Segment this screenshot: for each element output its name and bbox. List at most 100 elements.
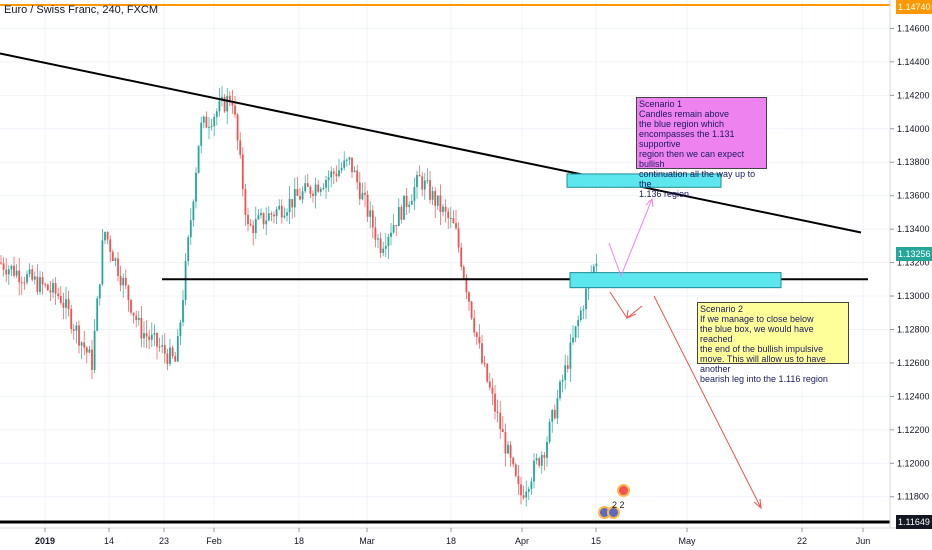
candle [559, 379, 561, 401]
candle [507, 441, 509, 455]
candle [41, 271, 44, 295]
candle [423, 172, 426, 200]
resistance-trendline[interactable] [0, 52, 862, 234]
candle [15, 264, 18, 279]
candle [205, 111, 208, 129]
candle [434, 186, 437, 219]
candle [244, 183, 247, 226]
candle [210, 118, 213, 131]
candle [317, 179, 320, 193]
candle [486, 362, 489, 384]
candle [208, 117, 210, 140]
candle [75, 321, 78, 344]
candle [353, 166, 356, 173]
pink-arrowhead-icon [645, 197, 654, 208]
candle [171, 345, 174, 359]
bottom-price-tag: 1.11649 [896, 515, 932, 529]
candle [546, 436, 548, 467]
candle [327, 170, 330, 192]
earnings-event-icon[interactable] [607, 506, 620, 519]
chart-title: Euro / Swiss Franc, 240, FXCM [4, 4, 159, 16]
candle [569, 333, 572, 382]
candle [447, 207, 450, 229]
candle [348, 156, 351, 166]
candle [468, 290, 470, 311]
candle [104, 231, 106, 245]
candle [166, 348, 169, 371]
candle [312, 190, 314, 203]
candle [7, 265, 10, 285]
candle [577, 315, 580, 338]
candle [130, 299, 132, 316]
candle [364, 182, 366, 208]
candle [436, 195, 439, 210]
candle [223, 94, 226, 114]
candle [26, 270, 28, 285]
candle [20, 276, 23, 296]
support-zone[interactable] [569, 272, 782, 289]
candle [512, 456, 515, 468]
candle [148, 329, 151, 350]
candle [332, 167, 335, 185]
candle [483, 355, 486, 368]
candle [182, 290, 184, 327]
candle [595, 254, 598, 274]
candle [306, 173, 309, 187]
candle [83, 330, 86, 356]
candle [340, 162, 343, 174]
candle [338, 158, 340, 178]
candle [405, 188, 408, 216]
candle [408, 201, 411, 214]
resistance-zone[interactable] [566, 173, 722, 188]
candle [273, 211, 275, 224]
candle [163, 333, 166, 364]
candle [501, 415, 504, 433]
candle [429, 171, 431, 204]
candle [236, 112, 239, 150]
candle [319, 186, 322, 197]
candle [91, 340, 93, 380]
y-tick-label: 1.13400 [897, 224, 930, 234]
candle [122, 273, 125, 298]
candle [543, 451, 546, 471]
candle [85, 345, 88, 364]
candle [377, 233, 379, 249]
x-tick-label: 22 [797, 536, 807, 546]
scenario2-note[interactable]: Scenario 2 If we manage to close below t… [697, 302, 849, 384]
candle [416, 170, 418, 199]
candle [93, 319, 96, 373]
candle [221, 86, 223, 107]
top-price-tag: 1.14740 [896, 0, 932, 14]
scenario1-note[interactable]: Scenario 1 Candles remain above the blue… [636, 97, 767, 199]
candle [462, 264, 465, 280]
candle [241, 147, 244, 197]
x-tick-label: Mar [359, 536, 375, 546]
candle [564, 354, 567, 390]
candle [499, 401, 502, 439]
candle [247, 207, 249, 232]
candle [31, 264, 34, 282]
candle [291, 198, 294, 219]
news-event-icon[interactable] [617, 484, 630, 497]
candle [226, 87, 229, 125]
candle [465, 274, 468, 299]
candle [387, 233, 390, 259]
candle [400, 204, 403, 224]
candle [533, 453, 535, 489]
candle [2, 257, 5, 277]
x-tick-label: Jun [856, 536, 871, 546]
candle [80, 341, 83, 359]
candle [5, 257, 8, 283]
y-tick-label: 1.12000 [897, 458, 930, 468]
x-tick-label: 14 [104, 536, 114, 546]
candle [78, 320, 80, 354]
candle [309, 185, 312, 199]
candle [270, 211, 273, 222]
candle [304, 175, 307, 194]
price-axis[interactable]: 1.14600 1.14400 1.14200 1.14000 1.13800 1.136… [890, 23, 930, 502]
candle [572, 325, 574, 345]
time-axis[interactable]: 2019 14 23 Feb 18 Mar 18 Apr 15 May 22 Jun [35, 528, 870, 546]
candle [145, 320, 148, 349]
candle [369, 201, 372, 229]
